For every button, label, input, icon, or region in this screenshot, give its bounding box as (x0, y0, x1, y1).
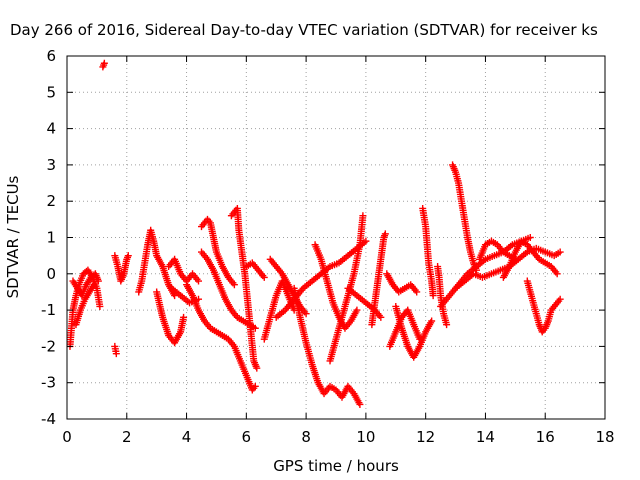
data-points (66, 59, 564, 408)
data-series (242, 259, 268, 281)
data-series (290, 284, 364, 408)
data-point (94, 277, 102, 285)
data-point (381, 230, 389, 238)
data-point (553, 270, 561, 278)
x-tick-label: 2 (122, 428, 132, 446)
chart-title: Day 266 of 2016, Sidereal Day-to-day VTE… (10, 21, 598, 39)
y-tick-label: -4 (41, 410, 56, 428)
data-point (353, 306, 361, 314)
data-series (111, 342, 120, 358)
y-tick-label: 4 (46, 120, 56, 138)
grid (67, 56, 605, 419)
x-axis-ticks: 0 2 4 6 8 10 12 14 16 18 (62, 56, 615, 446)
data-point (359, 212, 367, 220)
data-series (135, 226, 179, 300)
x-tick-label: 18 (595, 428, 614, 446)
data-point (429, 292, 437, 300)
y-tick-label: -3 (41, 374, 56, 392)
x-tick-label: 10 (356, 428, 375, 446)
x-tick-label: 12 (416, 428, 435, 446)
x-axis-label: GPS time / hours (273, 457, 399, 475)
data-point (428, 317, 436, 325)
data-point (302, 310, 310, 318)
data-point (112, 350, 120, 358)
data-point (377, 313, 385, 321)
y-tick-label: 0 (46, 265, 56, 283)
data-point (556, 248, 564, 256)
y-tick-label: 6 (46, 47, 56, 65)
x-tick-label: 16 (536, 428, 555, 446)
data-series (165, 255, 203, 285)
y-tick-label: -1 (41, 301, 56, 319)
y-tick-label: 3 (46, 156, 56, 174)
y-tick-label: 1 (46, 229, 56, 247)
data-point (253, 364, 261, 372)
data-series (419, 204, 437, 300)
data-point (90, 281, 98, 289)
data-series (326, 212, 367, 365)
data-series (499, 237, 561, 281)
data-point (251, 324, 259, 332)
data-point (443, 321, 451, 329)
data-series (452, 244, 564, 292)
data-point (556, 295, 564, 303)
data-point (195, 277, 203, 285)
y-tick-label: -2 (41, 337, 56, 355)
data-series (153, 288, 188, 347)
data-point (526, 234, 534, 241)
y-axis-ticks: -4 -3 -2 -1 0 1 2 3 4 5 6 (41, 47, 605, 428)
x-tick-label: 6 (242, 428, 252, 446)
data-point (100, 59, 108, 67)
data-point (260, 273, 268, 281)
data-point (356, 400, 364, 408)
data-series (72, 281, 98, 329)
x-tick-label: 8 (301, 428, 311, 446)
y-axis-label: SDTVAR / TECUs (4, 175, 22, 298)
data-series (383, 270, 421, 296)
data-series (69, 270, 102, 300)
data-series (183, 281, 259, 394)
data-point (124, 252, 132, 260)
y-tick-label: 2 (46, 192, 56, 210)
data-point (180, 313, 188, 321)
data-point (251, 382, 259, 390)
data-point (230, 281, 238, 289)
data-series (523, 277, 564, 336)
data-point (413, 288, 421, 296)
data-series (449, 161, 480, 274)
y-tick-label: 5 (46, 83, 56, 101)
data-series (392, 302, 436, 361)
data-series (111, 252, 132, 285)
x-tick-label: 4 (182, 428, 192, 446)
x-tick-label: 14 (476, 428, 495, 446)
x-tick-label: 0 (62, 428, 72, 446)
data-series (198, 215, 238, 289)
data-point (362, 237, 370, 245)
data-series (227, 204, 261, 372)
data-series (368, 230, 389, 329)
data-series (99, 59, 108, 71)
data-point (96, 302, 104, 310)
